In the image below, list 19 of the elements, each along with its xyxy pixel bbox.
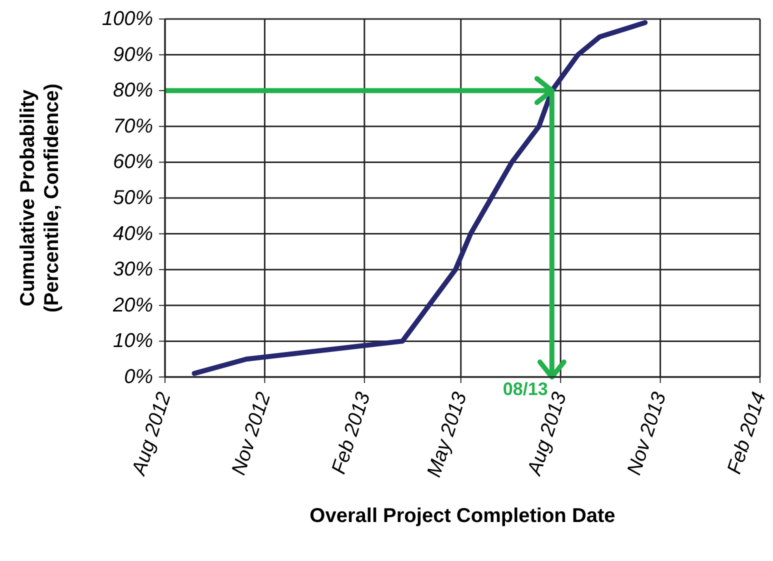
y-tick-label: 60% xyxy=(112,151,153,174)
y-tick-label: 10% xyxy=(112,330,153,352)
y-tick-label: 20% xyxy=(112,294,153,316)
y-tick-label: 90% xyxy=(112,44,153,66)
y-tick-label: 70% xyxy=(112,115,153,138)
x-tick-label: Nov 2012 xyxy=(228,390,276,478)
x-tick-label: May 2013 xyxy=(423,390,472,480)
y-axis-title: Cumulative Probability (Percentile, Confidence) xyxy=(16,84,64,312)
x-tick-label: Feb 2013 xyxy=(328,390,375,477)
x-tick-label: Feb 2014 xyxy=(723,390,770,477)
y-tick-label: 40% xyxy=(112,222,153,245)
y-tick-label: 0% xyxy=(124,366,153,388)
y-tick-label: 50% xyxy=(112,187,153,209)
x-tick-label: Aug 2012 xyxy=(128,390,176,479)
x-axis-title: Overall Project Completion Date xyxy=(308,505,616,528)
y-tick-label: 30% xyxy=(112,258,153,281)
y-tick-label: 100% xyxy=(102,8,153,30)
x-tick-label: Nov 2013 xyxy=(623,390,671,478)
y-tick-label: 80% xyxy=(112,80,153,102)
